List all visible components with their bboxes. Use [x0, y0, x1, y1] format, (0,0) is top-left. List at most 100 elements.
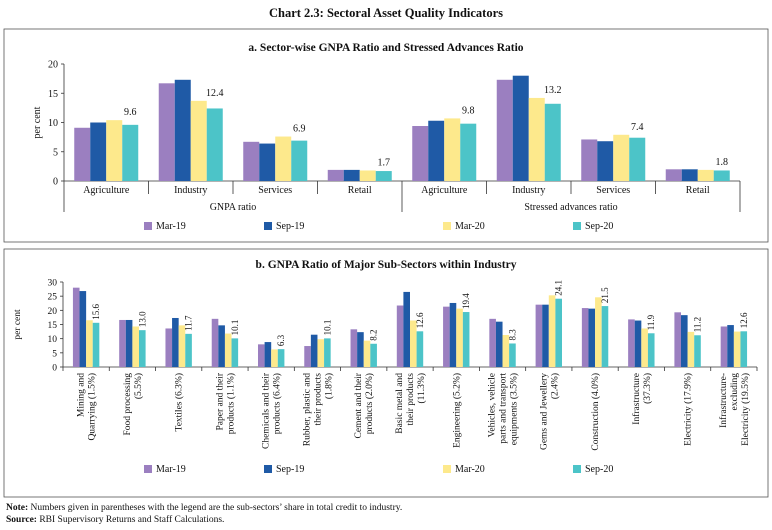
bar-sep-20	[139, 330, 146, 367]
x-tick-label-line: Mining and	[77, 373, 87, 417]
bar-sep-19	[310, 334, 318, 367]
data-label: 8.3	[507, 329, 517, 341]
legend-swatch-sep-19	[264, 465, 272, 473]
bar-mar-20	[132, 326, 139, 367]
x-tick-label-line: products (1.1%)	[225, 373, 236, 434]
x-tick-label: Industry	[512, 185, 545, 196]
bar-sep-19	[218, 325, 225, 367]
bar-sep-19	[357, 332, 364, 367]
bar-mar-20	[687, 331, 695, 367]
bar-mar-19	[74, 127, 91, 181]
bar-sep-20	[460, 123, 477, 181]
panel-b-title: b. GNPA Ratio of Major Sub-Sectors withi…	[256, 259, 517, 271]
legend-label-mar-20: Mar-20	[455, 221, 485, 232]
y-tick-label: 20	[48, 60, 58, 71]
bar-sep-20	[509, 343, 516, 367]
bar-sep-19	[634, 320, 642, 367]
panel-a-title: a. Sector-wise GNPA Ratio and Stressed A…	[248, 42, 523, 54]
x-tick-label-line: Quarrying (1.5%)	[87, 373, 98, 441]
x-tick-label: Rubber, plastic andtheir products(1.8%)	[302, 373, 334, 447]
bar-mar-20	[444, 118, 461, 181]
bar-sep-19	[449, 302, 457, 367]
data-label: 7.4	[631, 122, 644, 133]
chart-canvas: Chart 2.3: Sectoral Asset Quality Indica…	[3, 6, 769, 498]
legend-swatch-sep-20	[573, 465, 581, 473]
data-label: 1.8	[716, 157, 729, 168]
legend-label-sep-19: Sep-19	[276, 464, 304, 475]
legend-label-sep-20: Sep-20	[585, 464, 613, 475]
note-line: Note: Numbers given in parentheses with …	[6, 502, 402, 514]
y-tick-label: 5	[53, 147, 58, 158]
bar-sep-20	[324, 338, 331, 367]
data-label: 15.6	[91, 304, 101, 320]
bar-mar-19	[304, 346, 311, 367]
bar-mar-19	[72, 287, 80, 367]
bar-sep-20	[647, 333, 655, 367]
x-tick-label: Mining andQuarrying (1.5%)	[77, 373, 98, 441]
bar-mar-19	[628, 319, 635, 367]
data-label: 12.6	[415, 312, 425, 328]
legend-label-mar-19: Mar-19	[156, 464, 186, 475]
bar-mar-19	[581, 308, 589, 367]
bar-mar-20	[595, 297, 602, 367]
x-tick-label-line: Food processing	[123, 373, 133, 436]
bar-mar-20	[275, 136, 292, 181]
y-axis-label: per cent	[32, 106, 43, 138]
bar-mar-19	[535, 304, 543, 367]
x-tick-label-line: (37.3%)	[642, 373, 653, 404]
bar-sep-19	[681, 169, 698, 181]
bar-mar-19	[327, 169, 344, 181]
bar-mar-19	[720, 326, 728, 367]
bar-sep-19	[727, 325, 734, 367]
bar-sep-20	[629, 137, 646, 181]
x-tick-label-line: excluding	[730, 373, 740, 411]
bar-sep-19	[172, 317, 179, 367]
bar-sep-19	[588, 308, 596, 367]
bar-sep-20	[694, 335, 701, 367]
data-label: 19.4	[461, 293, 471, 309]
y-tick-label: 0	[53, 177, 58, 188]
page-title: Chart 2.3: Sectoral Asset Quality Indica…	[269, 6, 503, 20]
bar-mar-19	[350, 329, 358, 367]
x-tick-label: Infrastructure-excludingElectricity (19.…	[718, 373, 751, 446]
bar-sep-19	[403, 291, 410, 367]
legend-swatch-sep-19	[264, 222, 272, 230]
data-label: 10.1	[322, 320, 332, 336]
x-tick-label-line: Engineering (5.2%)	[451, 373, 462, 448]
bar-mar-19	[412, 126, 429, 181]
bar-mar-19	[258, 344, 265, 367]
x-tick-label-line: Chemicals and their	[262, 372, 272, 449]
bar-mar-20	[502, 334, 510, 367]
bar-mar-19	[396, 305, 404, 367]
bar-sep-19	[174, 79, 191, 181]
data-label: 8.2	[369, 330, 379, 341]
bar-mar-20	[190, 100, 207, 181]
bar-sep-20	[277, 349, 285, 367]
legend-swatch-mar-20	[443, 222, 451, 230]
bar-sep-19	[681, 315, 688, 367]
bar-sep-19	[259, 143, 276, 181]
bar-sep-19	[597, 141, 614, 181]
x-tick-label: Paper and theirproducts (1.1%)	[215, 372, 236, 434]
bar-mar-20	[86, 320, 93, 367]
group-label: GNPA ratio	[210, 202, 257, 213]
x-tick-label: Retail	[686, 185, 710, 196]
source-text: RBI Supervisory Returns and Staff Calcul…	[36, 515, 225, 525]
x-tick-label: Food processing(5.5%)	[123, 373, 144, 436]
bar-sep-20	[601, 306, 609, 367]
panel-b-frame	[3, 248, 769, 498]
y-tick-label: 15	[48, 89, 58, 100]
x-tick-label-line: Textiles (6.3%)	[174, 373, 185, 431]
x-tick-label-line: Basic metal and	[395, 373, 405, 434]
x-tick-label-line: Infrastructure	[631, 373, 642, 425]
y-tick-label: 0	[52, 364, 57, 374]
bar-sep-20	[416, 331, 424, 367]
bar-mar-19	[243, 141, 260, 181]
data-label: 9.8	[462, 105, 475, 116]
x-tick-label: Infrastructure(37.3%)	[631, 373, 653, 425]
x-tick-label-line: Electricity (17.9%)	[683, 373, 694, 446]
bar-mar-20	[641, 328, 648, 367]
bar-sep-19	[90, 122, 107, 181]
legend-label-sep-20: Sep-20	[585, 221, 613, 232]
bar-mar-19	[165, 328, 173, 367]
